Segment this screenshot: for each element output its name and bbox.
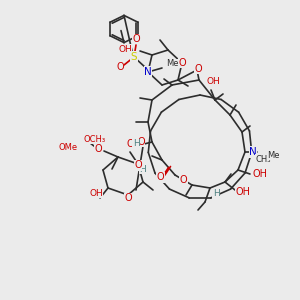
Text: O: O bbox=[134, 160, 142, 170]
Text: CH₃: CH₃ bbox=[255, 154, 271, 164]
Text: OH: OH bbox=[118, 44, 132, 53]
Text: O: O bbox=[178, 58, 186, 68]
Text: O: O bbox=[132, 34, 140, 44]
Text: OH: OH bbox=[236, 187, 250, 197]
Text: Me: Me bbox=[267, 151, 280, 160]
Text: OH: OH bbox=[253, 169, 268, 179]
Text: OCH₃: OCH₃ bbox=[83, 134, 105, 143]
Text: O: O bbox=[116, 62, 124, 72]
Text: N: N bbox=[144, 67, 152, 77]
Text: H: H bbox=[133, 140, 140, 148]
Text: Me: Me bbox=[166, 59, 178, 68]
Text: O: O bbox=[180, 175, 187, 185]
Text: H: H bbox=[213, 190, 219, 199]
Text: OH: OH bbox=[89, 188, 103, 197]
Text: O: O bbox=[157, 172, 164, 182]
Text: OMe: OMe bbox=[58, 143, 78, 152]
Text: H: H bbox=[140, 164, 146, 173]
Text: N: N bbox=[249, 147, 257, 157]
Text: S: S bbox=[131, 52, 137, 62]
Text: O: O bbox=[194, 64, 202, 74]
Text: O: O bbox=[94, 144, 102, 154]
Text: OH: OH bbox=[206, 77, 220, 86]
Text: O: O bbox=[126, 139, 134, 149]
Text: O: O bbox=[124, 193, 132, 203]
Text: O: O bbox=[137, 137, 145, 147]
